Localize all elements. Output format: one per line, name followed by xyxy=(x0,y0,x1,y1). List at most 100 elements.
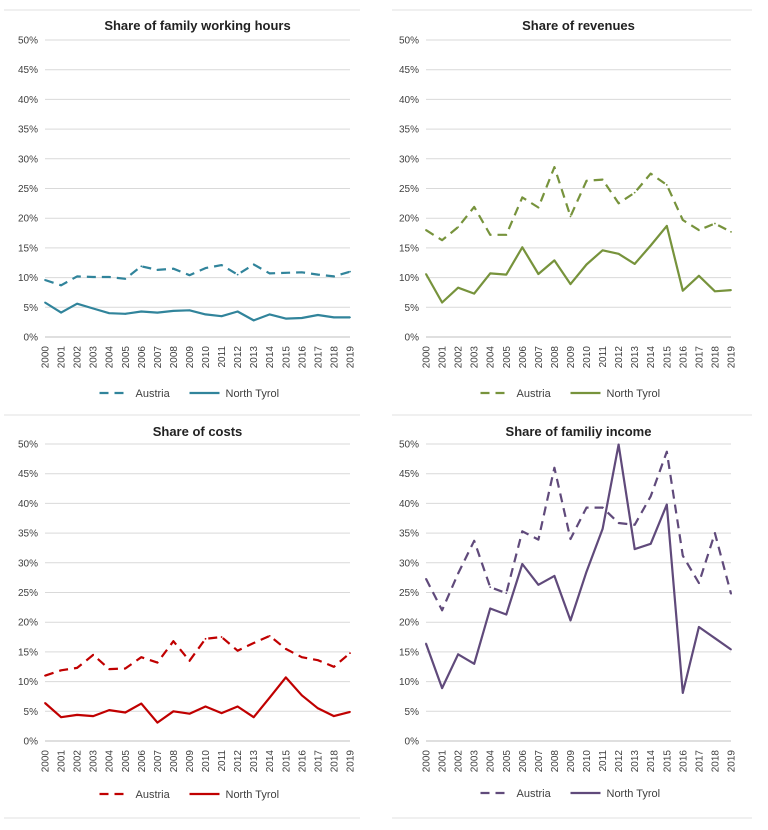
x-tick-label: 2009 xyxy=(185,346,196,369)
data-point xyxy=(333,665,335,668)
data-point xyxy=(188,309,191,312)
data-point xyxy=(457,286,460,289)
x-tick-label: 2017 xyxy=(313,346,324,369)
data-point xyxy=(140,702,143,705)
data-point xyxy=(140,656,143,659)
data-point xyxy=(204,313,207,316)
data-point xyxy=(633,191,636,194)
data-point xyxy=(124,667,127,670)
chart-panel-1: Share of family working hours 0% 5% 10% 15% 2… xyxy=(18,18,357,400)
x-tick-label: 2009 xyxy=(185,750,196,773)
data-point xyxy=(473,539,476,542)
data-point xyxy=(268,634,271,637)
data-point xyxy=(268,313,271,316)
series-line-north-tyrol xyxy=(44,301,350,322)
x-tick-label: 2012 xyxy=(233,750,244,773)
data-point xyxy=(268,696,271,699)
y-tick-label: 20% xyxy=(399,214,419,225)
x-tick-label: 2013 xyxy=(249,346,260,369)
data-point xyxy=(521,196,524,199)
data-point xyxy=(649,244,652,247)
data-point xyxy=(569,619,572,622)
data-point xyxy=(730,592,732,595)
data-point xyxy=(601,178,604,181)
x-tick-label: 2004 xyxy=(486,346,497,369)
data-point xyxy=(333,275,335,278)
data-point xyxy=(537,538,540,541)
data-point xyxy=(108,312,111,315)
data-point xyxy=(236,273,239,276)
data-point xyxy=(697,274,700,277)
x-tick-label: 2003 xyxy=(470,346,481,369)
x-tick-label: 2004 xyxy=(105,750,116,773)
y-tick-label: 20% xyxy=(18,214,38,225)
x-tick-label: 2019 xyxy=(346,750,357,773)
x-tick-label: 2008 xyxy=(169,346,180,369)
data-point xyxy=(188,712,191,715)
y-tick-label: 40% xyxy=(399,499,419,510)
y-tick-label: 40% xyxy=(399,95,419,106)
x-tick-label: 2011 xyxy=(217,346,228,368)
data-point xyxy=(76,713,79,716)
x-tick-label: 2003 xyxy=(89,750,100,773)
y-tick-label: 45% xyxy=(18,469,38,480)
data-point xyxy=(60,716,62,719)
data-point xyxy=(124,277,127,280)
y-tick-label: 15% xyxy=(18,243,38,254)
x-tick-label: 2007 xyxy=(534,346,545,369)
data-point xyxy=(349,270,351,273)
data-point xyxy=(521,563,524,565)
data-point xyxy=(349,710,351,713)
data-point xyxy=(585,506,588,509)
data-point xyxy=(617,252,620,255)
data-point xyxy=(204,267,207,269)
data-point xyxy=(425,273,427,275)
data-point xyxy=(252,263,255,266)
x-tick-label: 2001 xyxy=(57,346,68,369)
x-tick-label: 2006 xyxy=(137,346,148,369)
data-point xyxy=(665,450,668,453)
data-point xyxy=(204,705,207,708)
data-point xyxy=(473,206,476,208)
legend-label-north-tyrol: North Tyrol xyxy=(226,789,280,801)
data-point xyxy=(617,522,620,524)
data-point xyxy=(441,239,443,242)
data-point xyxy=(60,284,62,287)
data-point xyxy=(236,310,239,313)
x-tick-label: 2013 xyxy=(630,750,641,773)
data-point xyxy=(585,263,588,266)
data-point xyxy=(425,642,427,645)
data-point xyxy=(730,289,732,291)
x-tick-label: 2015 xyxy=(662,750,673,773)
data-point xyxy=(697,626,700,628)
x-tick-label: 2011 xyxy=(598,346,609,368)
x-tick-label: 2015 xyxy=(281,346,292,369)
data-point xyxy=(649,495,652,498)
x-tick-label: 2018 xyxy=(329,750,340,773)
x-tick-label: 2018 xyxy=(710,346,721,369)
legend-label-north-tyrol: North Tyrol xyxy=(607,788,661,800)
data-point xyxy=(681,691,684,694)
data-point xyxy=(665,184,668,186)
x-tick-label: 2009 xyxy=(566,346,577,369)
y-tick-label: 45% xyxy=(399,65,419,76)
x-tick-label: 2012 xyxy=(614,750,625,773)
data-point xyxy=(473,662,476,665)
x-tick-label: 2001 xyxy=(438,346,449,369)
series-line-north-tyrol xyxy=(425,224,732,304)
data-point xyxy=(220,636,223,638)
data-point xyxy=(156,311,159,314)
data-point xyxy=(521,530,524,533)
data-point xyxy=(76,275,79,278)
x-tick-label: 2003 xyxy=(89,346,100,369)
x-tick-label: 2002 xyxy=(454,346,465,369)
data-point xyxy=(714,290,716,293)
data-point xyxy=(172,267,175,270)
data-point xyxy=(537,273,540,275)
data-point xyxy=(284,676,287,679)
data-point xyxy=(617,202,620,205)
x-tick-label: 2019 xyxy=(346,346,357,369)
series-line-north-tyrol xyxy=(424,443,732,695)
legend-label-austria: Austria xyxy=(136,789,171,801)
series-line-austria xyxy=(425,166,732,242)
